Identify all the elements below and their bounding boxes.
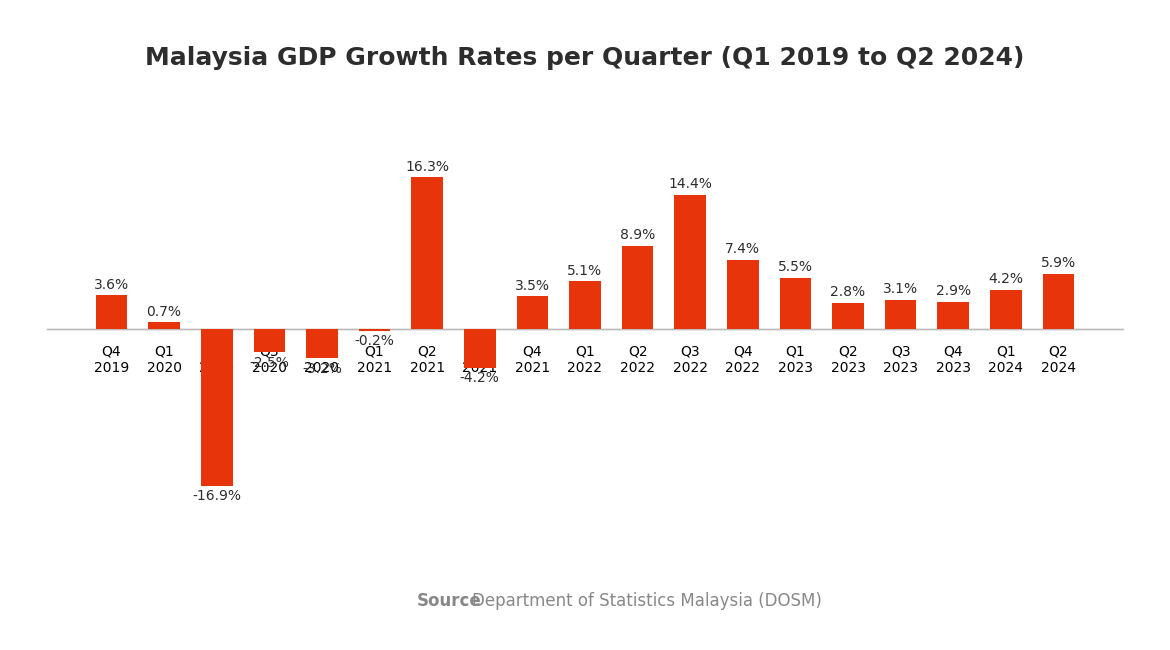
Text: -4.2%: -4.2% <box>460 371 500 385</box>
Text: -3.2%: -3.2% <box>302 362 342 376</box>
Bar <box>96 295 128 329</box>
Text: 3.6%: 3.6% <box>94 278 129 292</box>
Bar <box>990 290 1021 329</box>
Text: 5.1%: 5.1% <box>567 264 603 278</box>
Bar <box>1042 274 1074 329</box>
Text: Source: Source <box>417 592 481 610</box>
Bar <box>307 329 338 358</box>
Text: 14.4%: 14.4% <box>668 177 713 191</box>
Bar <box>517 296 549 329</box>
Bar <box>779 278 811 329</box>
Bar <box>570 281 600 329</box>
Text: 5.9%: 5.9% <box>1041 256 1076 270</box>
Text: 0.7%: 0.7% <box>146 304 181 318</box>
Text: Malaysia GDP Growth Rates per Quarter (Q1 2019 to Q2 2024): Malaysia GDP Growth Rates per Quarter (Q… <box>145 47 1025 70</box>
Text: 16.3%: 16.3% <box>405 160 449 174</box>
Text: 2.9%: 2.9% <box>936 284 971 298</box>
Text: 4.2%: 4.2% <box>989 272 1024 286</box>
Text: -16.9%: -16.9% <box>192 489 241 503</box>
Bar <box>621 246 653 329</box>
Text: 5.5%: 5.5% <box>778 260 813 274</box>
Bar <box>359 329 391 331</box>
Bar <box>832 303 863 329</box>
Bar <box>464 329 496 368</box>
Text: -0.2%: -0.2% <box>355 334 394 348</box>
Text: -2.5%: -2.5% <box>249 356 289 370</box>
Bar <box>727 260 758 329</box>
Bar <box>412 177 443 329</box>
Bar <box>149 322 180 329</box>
Text: 3.5%: 3.5% <box>515 278 550 292</box>
Text: : Department of Statistics Malaysia (DOSM): : Department of Statistics Malaysia (DOS… <box>461 592 823 610</box>
Bar <box>201 329 233 486</box>
Bar <box>937 302 969 329</box>
Bar <box>674 195 706 329</box>
Text: 8.9%: 8.9% <box>620 228 655 242</box>
Bar <box>254 329 285 352</box>
Text: 3.1%: 3.1% <box>883 282 918 296</box>
Text: 2.8%: 2.8% <box>831 285 866 299</box>
Text: 7.4%: 7.4% <box>725 242 760 256</box>
Bar <box>885 300 916 329</box>
